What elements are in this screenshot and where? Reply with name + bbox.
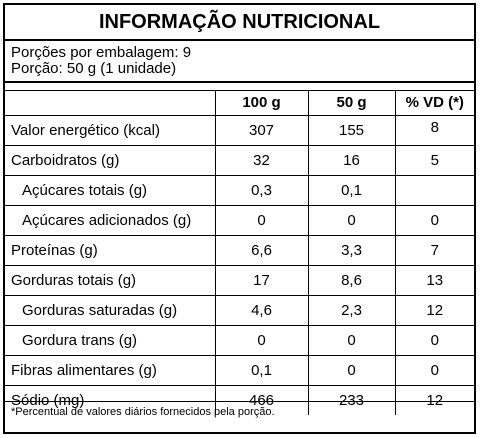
- value-per-100g: 4,6: [214, 294, 308, 325]
- nutrient-label: Açúcares adicionados (g): [5, 204, 215, 235]
- value-per-100g: 32: [214, 144, 308, 175]
- table-row: Gorduras totais (g) 17 8,6 13: [5, 264, 474, 295]
- value-per-100g: 0,3: [214, 174, 308, 205]
- value-per-100g: 6,6: [214, 234, 308, 265]
- header-blank-cell: [5, 91, 215, 115]
- value-per-50g: 0,1: [307, 174, 395, 205]
- table-row: Proteínas (g) 6,6 3,3 7: [5, 234, 474, 265]
- column-header-50g: 50 g: [307, 91, 395, 115]
- table-row: Sódio (mg) 466 233 12: [5, 384, 474, 415]
- value-per-50g: 155: [307, 114, 395, 145]
- table-row: Carboidratos (g) 32 16 5: [5, 144, 474, 175]
- value-percent-dv: 12: [394, 294, 474, 325]
- column-header-vd: % VD (*): [394, 91, 474, 115]
- value-per-100g: 307: [214, 114, 308, 145]
- nutrient-label: Açúcares totais (g): [5, 174, 215, 205]
- table-row: Açúcares adicionados (g) 0 0 0: [5, 204, 474, 235]
- nutrient-label: Proteínas (g): [5, 234, 215, 265]
- value-percent-dv: 7: [394, 234, 474, 265]
- value-per-50g: 233: [307, 384, 395, 415]
- nutrient-label: Gorduras saturadas (g): [5, 294, 215, 325]
- nutrient-label: Carboidratos (g): [5, 144, 215, 175]
- value-per-50g: 0: [307, 204, 395, 235]
- nutrition-facts-panel: INFORMAÇÃO NUTRICIONAL Porções por embal…: [3, 3, 476, 434]
- table-header-row: 100 g 50 g % VD (*): [5, 91, 474, 115]
- value-per-50g: 3,3: [307, 234, 395, 265]
- value-per-50g: 16: [307, 144, 395, 175]
- value-per-50g: 8,6: [307, 264, 395, 295]
- nutrient-label: Gorduras totais (g): [5, 264, 215, 295]
- serving-portion: Porção: 50 g (1 unidade): [11, 60, 177, 77]
- value-per-50g: 0: [307, 354, 395, 385]
- value-percent-dv: 0: [394, 324, 474, 355]
- table-row: Fibras alimentares (g) 0,1 0 0: [5, 354, 474, 385]
- header-divider: [5, 83, 474, 91]
- column-header-100g: 100 g: [214, 91, 308, 115]
- nutrient-label: Gordura trans (g): [5, 324, 215, 355]
- value-per-50g: 2,3: [307, 294, 395, 325]
- nutrition-title: INFORMAÇÃO NUTRICIONAL: [5, 5, 474, 41]
- table-row: Açúcares totais (g) 0,3 0,1: [5, 174, 474, 205]
- servings-per-package: Porções por embalagem: 9: [11, 44, 192, 61]
- table-row: Gordura trans (g) 0 0 0: [5, 324, 474, 355]
- value-percent-dv: 8: [394, 114, 474, 145]
- nutrient-label: Sódio (mg): [5, 384, 215, 415]
- value-per-100g: 466: [214, 384, 308, 415]
- value-per-100g: 0: [214, 204, 308, 235]
- nutrient-label: Valor energético (kcal): [5, 114, 215, 145]
- value-percent-dv: 5: [394, 144, 474, 175]
- value-percent-dv: 12: [394, 384, 474, 415]
- footnote: *Percentual de valores diários fornecido…: [5, 401, 474, 432]
- value-percent-dv: 0: [394, 204, 474, 235]
- value-per-50g: 0: [307, 324, 395, 355]
- value-percent-dv: 0: [394, 354, 474, 385]
- value-per-100g: 0,1: [214, 354, 308, 385]
- value-percent-dv: [394, 174, 474, 205]
- table-row: Gorduras saturadas (g) 4,6 2,3 12: [5, 294, 474, 325]
- value-percent-dv: 13: [394, 264, 474, 295]
- value-per-100g: 17: [214, 264, 308, 295]
- servings-info: Porções por embalagem: 9 Porção: 50 g (1…: [5, 41, 474, 83]
- nutrition-table: 100 g 50 g % VD (*) Valor energético (kc…: [5, 91, 474, 415]
- table-row: Valor energético (kcal) 307 155 8: [5, 114, 474, 145]
- value-per-100g: 0: [214, 324, 308, 355]
- nutrient-label: Fibras alimentares (g): [5, 354, 215, 385]
